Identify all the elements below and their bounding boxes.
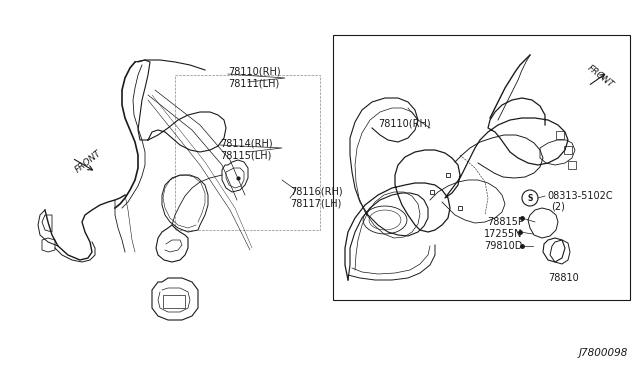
Text: 79810D: 79810D bbox=[484, 241, 522, 251]
Bar bbox=[175, 75, 320, 230]
Text: 78110(RH): 78110(RH) bbox=[378, 118, 431, 128]
Bar bbox=[333, 35, 630, 300]
Text: J7800098: J7800098 bbox=[579, 348, 628, 358]
Text: S: S bbox=[527, 193, 532, 202]
Text: 78116(RH): 78116(RH) bbox=[290, 186, 342, 196]
Text: 17255N: 17255N bbox=[484, 229, 522, 239]
Text: 78114(RH): 78114(RH) bbox=[220, 138, 273, 148]
Text: 78115(LH): 78115(LH) bbox=[220, 150, 271, 160]
Text: 78815P: 78815P bbox=[487, 217, 524, 227]
Text: 08313-5102C: 08313-5102C bbox=[547, 191, 612, 201]
Text: FRONT: FRONT bbox=[585, 63, 615, 89]
Text: 78810: 78810 bbox=[548, 273, 579, 283]
Text: 78111(LH): 78111(LH) bbox=[228, 78, 279, 88]
Text: 78110(RH): 78110(RH) bbox=[228, 66, 280, 76]
Text: (2): (2) bbox=[551, 201, 565, 211]
Text: FRONT: FRONT bbox=[73, 149, 103, 175]
Text: 78117(LH): 78117(LH) bbox=[290, 198, 341, 208]
